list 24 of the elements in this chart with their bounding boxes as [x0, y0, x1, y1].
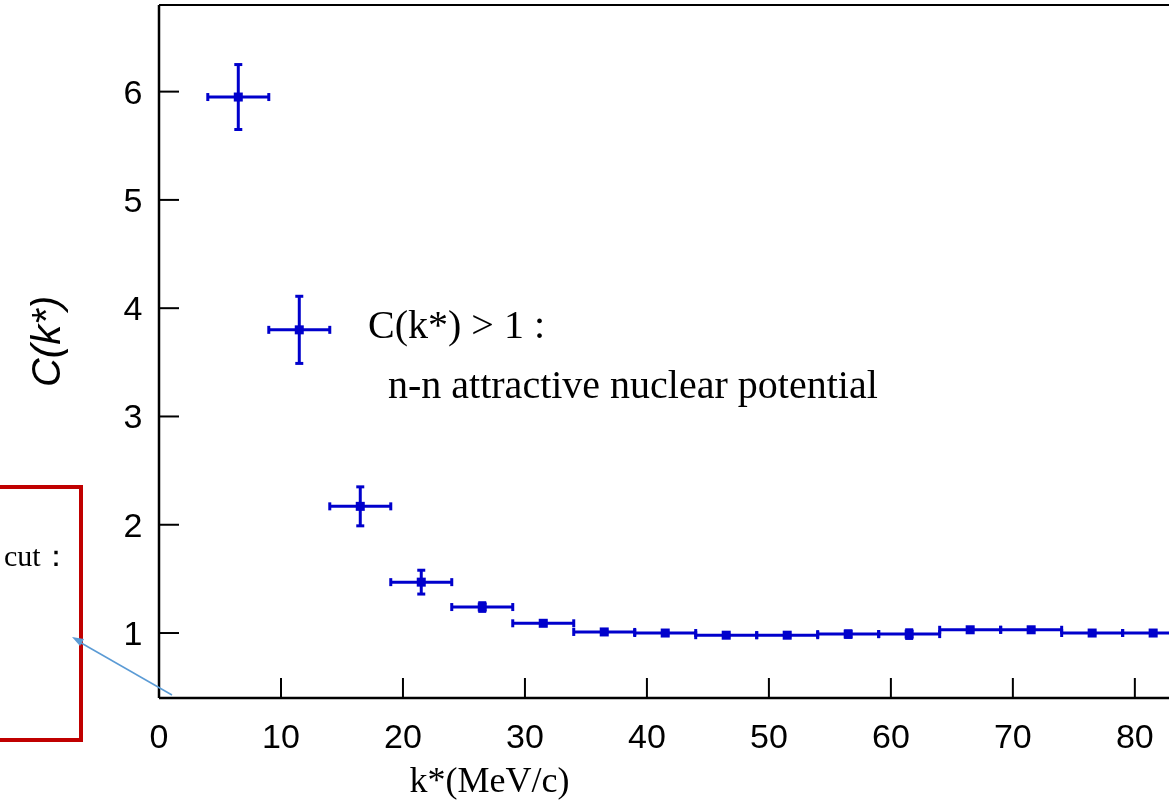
x-tick-label: 10 — [262, 717, 300, 755]
x-tick-label: 20 — [384, 717, 422, 755]
x-tick-label: 70 — [993, 717, 1032, 755]
y-tick-label: 5 — [123, 180, 143, 219]
y-tick-label: 4 — [123, 289, 143, 328]
point — [416, 577, 426, 587]
x-tick-label: 30 — [506, 717, 544, 755]
y-axis-title: C(k*) — [24, 295, 68, 388]
x-tick-label: 60 — [871, 717, 910, 755]
x-tick-label: 50 — [749, 717, 788, 755]
x-axis-title: k*(MeV/c) — [409, 760, 570, 800]
y-tick-label: 6 — [123, 72, 143, 111]
point — [355, 501, 365, 511]
y-tick-label: 2 — [123, 505, 143, 544]
point — [233, 92, 243, 102]
annotation: n-n attractive nuclear potential — [388, 362, 878, 407]
point — [294, 325, 304, 335]
y-tick-label: 1 — [123, 614, 143, 653]
x-tick-label: 80 — [1115, 717, 1154, 755]
y-tick-label: 3 — [123, 397, 143, 436]
x-tick-label: 40 — [628, 717, 666, 755]
text: cut： — [4, 539, 71, 572]
annotation: C(k*) > 1 : — [368, 302, 545, 347]
x-tick-label: 0 — [149, 717, 169, 755]
